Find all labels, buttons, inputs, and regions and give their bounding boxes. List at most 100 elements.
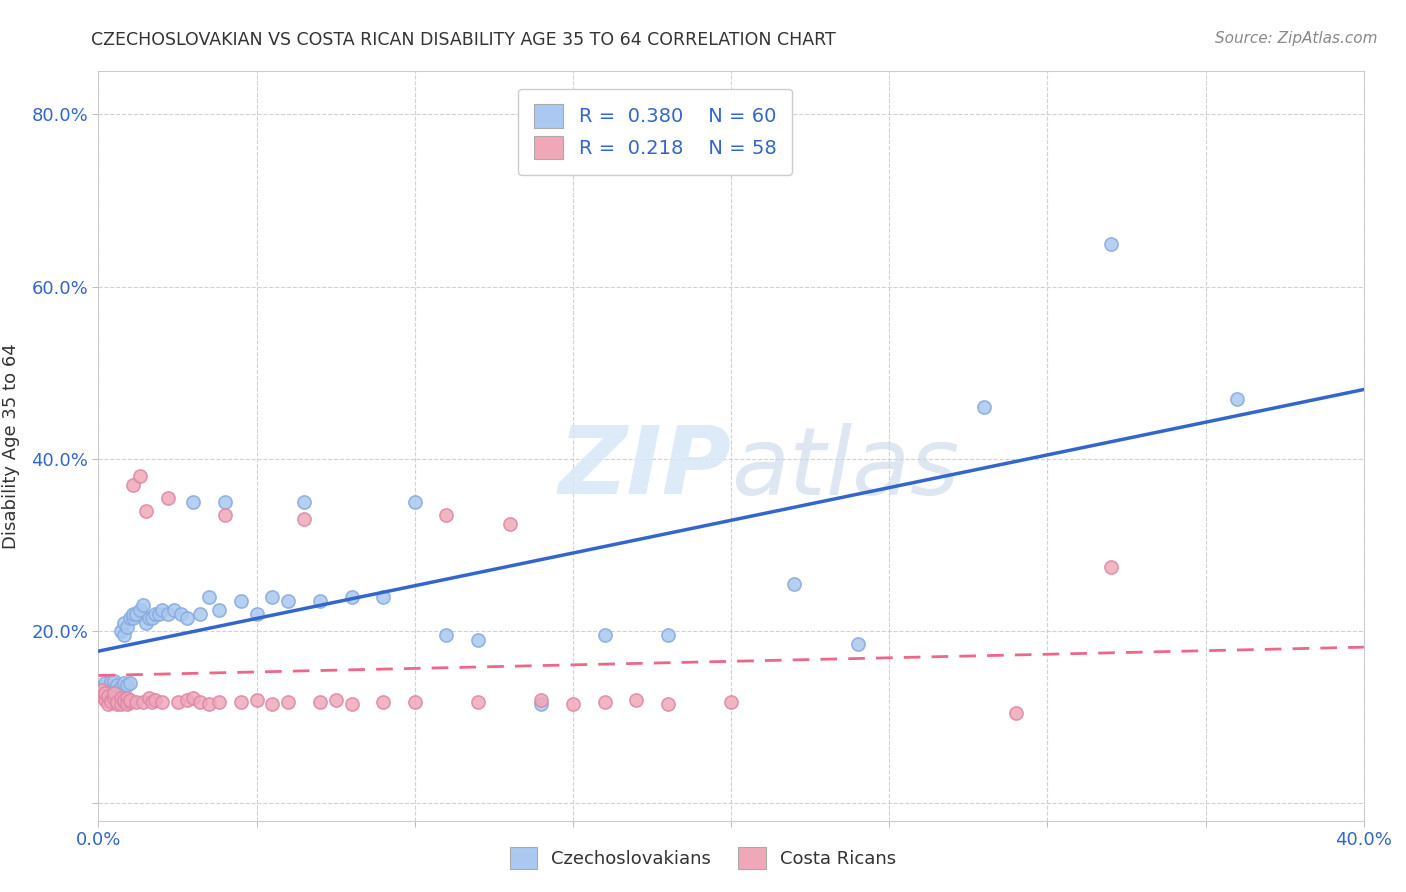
Point <box>90 682 112 697</box>
Point <box>229 594 252 608</box>
Point <box>125 607 148 621</box>
Point <box>657 698 679 712</box>
Point <box>229 695 252 709</box>
Point <box>657 628 679 642</box>
Point <box>100 693 122 707</box>
Point <box>110 698 132 712</box>
Point <box>145 607 166 621</box>
Text: atlas: atlas <box>731 423 959 514</box>
Point <box>128 469 150 483</box>
Point <box>593 628 616 642</box>
Point <box>1226 392 1249 406</box>
Point <box>169 607 191 621</box>
Point <box>1099 559 1122 574</box>
Point <box>125 695 148 709</box>
Point <box>720 695 742 709</box>
Point <box>467 632 489 647</box>
Point <box>122 607 145 621</box>
Point <box>277 594 299 608</box>
Point <box>467 695 489 709</box>
Point <box>112 695 135 709</box>
Point <box>371 695 394 709</box>
Point <box>120 693 141 707</box>
Point <box>148 607 170 621</box>
Point <box>325 693 347 707</box>
Point <box>97 691 120 706</box>
Point <box>110 624 132 639</box>
Point <box>973 401 995 415</box>
Point <box>309 695 332 709</box>
Point <box>208 695 231 709</box>
Point <box>97 684 120 698</box>
Point <box>404 695 426 709</box>
Point <box>262 590 284 604</box>
Point <box>138 611 160 625</box>
Point <box>110 680 132 694</box>
Point <box>112 676 135 690</box>
Point <box>93 686 117 700</box>
Point <box>115 620 138 634</box>
Point <box>122 611 145 625</box>
Point <box>176 693 198 707</box>
Point <box>783 576 806 591</box>
Point <box>112 628 135 642</box>
Point <box>183 495 205 509</box>
Point <box>183 691 205 706</box>
Point <box>436 628 458 642</box>
Point <box>498 516 520 531</box>
Point <box>141 695 163 709</box>
Point <box>93 676 117 690</box>
Point <box>103 680 125 694</box>
Point <box>93 693 117 707</box>
Point <box>157 491 180 505</box>
Point <box>340 698 363 712</box>
Text: CZECHOSLOVAKIAN VS COSTA RICAN DISABILITY AGE 35 TO 64 CORRELATION CHART: CZECHOSLOVAKIAN VS COSTA RICAN DISABILIT… <box>91 31 837 49</box>
Point <box>107 698 129 712</box>
Point <box>176 611 198 625</box>
Point <box>530 698 553 712</box>
Point <box>107 695 129 709</box>
Point <box>135 615 157 630</box>
Point <box>103 686 125 700</box>
Point <box>110 691 132 706</box>
Point <box>103 686 125 700</box>
Legend: R =  0.380    N = 60, R =  0.218    N = 58: R = 0.380 N = 60, R = 0.218 N = 58 <box>519 88 792 175</box>
Point <box>198 590 221 604</box>
Point <box>90 680 112 694</box>
Point <box>150 602 173 616</box>
Point <box>97 698 120 712</box>
Point <box>120 695 141 709</box>
Point <box>292 512 315 526</box>
Point <box>120 611 141 625</box>
Point <box>262 698 284 712</box>
Point <box>214 508 236 522</box>
Point <box>141 611 163 625</box>
Point <box>107 684 129 698</box>
Point <box>309 594 332 608</box>
Point <box>100 677 122 691</box>
Point <box>846 637 869 651</box>
Point <box>292 495 315 509</box>
Point <box>1099 236 1122 251</box>
Point <box>97 689 120 703</box>
Point <box>115 691 138 706</box>
Point <box>166 695 188 709</box>
Text: Source: ZipAtlas.com: Source: ZipAtlas.com <box>1215 31 1378 46</box>
Point <box>103 691 125 706</box>
Point <box>198 698 221 712</box>
Y-axis label: Disability Age 35 to 64: Disability Age 35 to 64 <box>1 343 20 549</box>
Point <box>188 607 211 621</box>
Point <box>188 695 211 709</box>
Point <box>100 674 122 689</box>
Point <box>246 693 269 707</box>
Point <box>208 602 231 616</box>
Point <box>103 674 125 689</box>
Legend: Czechoslovakians, Costa Ricans: Czechoslovakians, Costa Ricans <box>501 838 905 879</box>
Point <box>246 607 269 621</box>
Point <box>163 602 186 616</box>
Point <box>112 693 135 707</box>
Point <box>214 495 236 509</box>
Point <box>436 508 458 522</box>
Point <box>157 607 180 621</box>
Point <box>145 693 166 707</box>
